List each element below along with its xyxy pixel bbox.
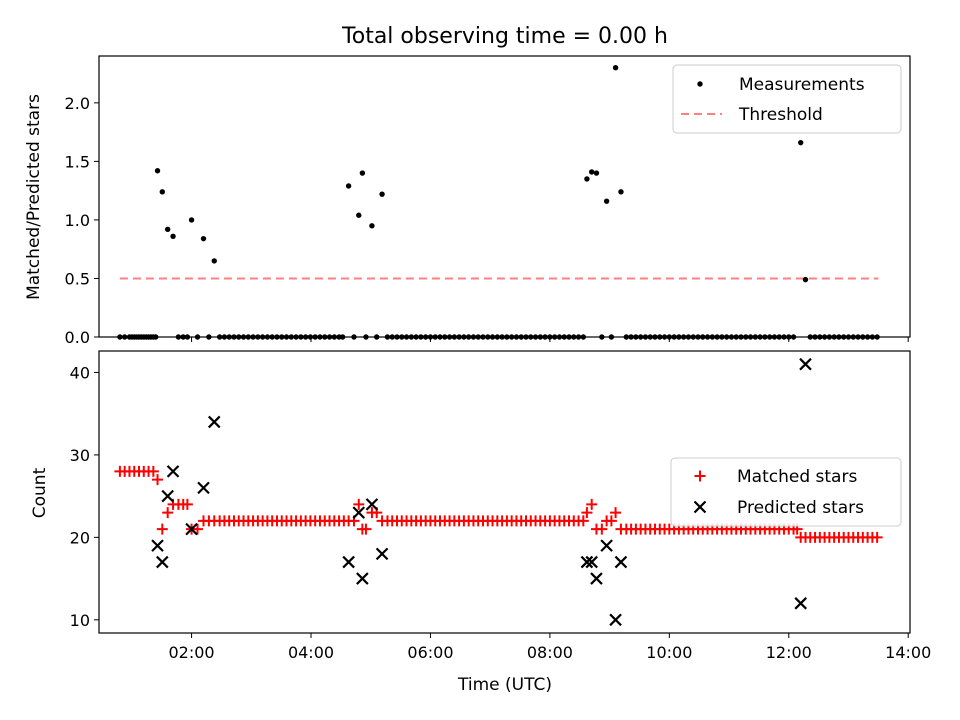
matched-star-point: [156, 523, 168, 535]
chart-title: Total observing time = 0.00 h: [341, 24, 668, 49]
bottom-y-tick-label: 30: [70, 446, 90, 465]
legend-matched-marker: [694, 470, 706, 482]
top-legend-box: [672, 64, 902, 134]
matched-star-point: [181, 498, 193, 510]
predicted-star-point: [609, 613, 622, 627]
measurement-point: [164, 226, 171, 232]
top-y-tick-label: 0.5: [65, 269, 90, 288]
bottom-axes: 10 20 30 40 02:00 04:00 06:00 08:00 10:00 12:00 14…: [30, 350, 931, 662]
predicted-star-point: [794, 597, 807, 610]
predicted-star-point: [185, 522, 198, 536]
top-y-tick-label: 1.5: [65, 152, 90, 171]
measurement-point: [618, 189, 624, 195]
predicted-star-point: [580, 555, 594, 569]
predicted-star-point: [207, 415, 221, 429]
bottom-legend-box: [670, 457, 902, 527]
measurement-point: [211, 258, 217, 264]
matched-star-point: [581, 507, 593, 519]
measurement-point: [603, 198, 610, 204]
predicted-star-point: [600, 539, 613, 552]
predicted-star-point: [614, 555, 628, 569]
predicted-star-point: [166, 465, 180, 478]
matched-star-point: [162, 507, 174, 519]
measurement-point: [593, 170, 600, 176]
top-axes-frame: [98, 55, 911, 338]
measurement-point: [802, 276, 809, 283]
predicted-star-point: [585, 555, 598, 569]
predicted-star-point: [342, 555, 355, 569]
predicted-star-point: [375, 547, 389, 561]
measurement-point: [170, 233, 176, 240]
bottom-y-tick-label: 40: [70, 363, 90, 382]
bottom-y-axis-label: Count: [30, 467, 50, 518]
legend-matched-label: Matched stars: [737, 467, 857, 487]
measurement-point: [159, 189, 166, 195]
predicted-star-point: [799, 357, 812, 371]
legend-measurement-marker: [697, 81, 703, 87]
bottom-x-tick-label: 06:00: [407, 643, 453, 662]
bottom-axes-frame: [98, 350, 911, 634]
matched-star-point: [871, 531, 883, 543]
predicted-star-point: [156, 555, 169, 569]
measurement-point: [588, 169, 595, 175]
predicted-star-point: [161, 489, 174, 503]
matched-star-point: [586, 498, 598, 510]
predicted-star-point: [356, 572, 369, 585]
measurement-point: [188, 217, 195, 223]
bottom-x-tick-label: 14:00: [885, 643, 931, 662]
measurement-point: [798, 139, 804, 146]
measurement-point: [584, 176, 590, 182]
bottom-x-tick-label: 12:00: [766, 643, 812, 662]
predicted-star-point: [352, 506, 366, 519]
bottom-x-tick-label: 04:00: [288, 643, 334, 662]
bottom-x-tick-label: 02:00: [169, 643, 215, 662]
top-y-tick-label: 1.0: [65, 211, 90, 230]
predicted-star-point: [590, 572, 603, 585]
matched-star-point: [353, 498, 365, 510]
predicted-star-point: [151, 539, 164, 552]
bottom-x-tick-label: 08:00: [527, 643, 573, 662]
legend-predicted-label: Predicted stars: [737, 498, 864, 518]
measurement-point: [356, 212, 362, 218]
predicted-star-point: [365, 498, 379, 511]
legend-measurement-label: Measurements: [739, 75, 865, 95]
top-y-tick-label: 0.0: [65, 328, 90, 347]
matched-star-point: [596, 523, 608, 535]
matched-star-point: [605, 515, 617, 527]
legend-predicted-marker: [693, 500, 707, 514]
matched-star-point: [610, 507, 622, 519]
legend-threshold-label: Threshold: [738, 105, 823, 125]
matched-star-point: [577, 515, 589, 527]
bottom-y-tick-label: 20: [70, 528, 90, 547]
bottom-x-tick-label: 10:00: [646, 643, 692, 662]
measurement-point: [200, 235, 207, 242]
top-y-axis-label: Matched/Predicted stars: [24, 94, 44, 300]
matched-star-point: [147, 465, 159, 477]
predicted-star-point: [197, 481, 210, 495]
top-y-tick-label: 2.0: [65, 94, 90, 113]
top-axes: 0.00.51.01.52.0 Matched/Predicted stars …: [24, 55, 911, 347]
measurement-point: [369, 223, 375, 229]
matched-star-point: [152, 474, 164, 486]
measurement-point: [612, 65, 619, 71]
x-axis-label: Time (UTC): [457, 675, 552, 695]
measurement-point: [154, 168, 161, 174]
measurement-point: [345, 183, 352, 189]
matched-star-point: [360, 523, 372, 535]
bottom-y-tick-label: 10: [70, 611, 90, 630]
measurement-point: [379, 191, 385, 197]
matched-star-point: [192, 523, 204, 535]
measurement-point: [359, 170, 366, 176]
